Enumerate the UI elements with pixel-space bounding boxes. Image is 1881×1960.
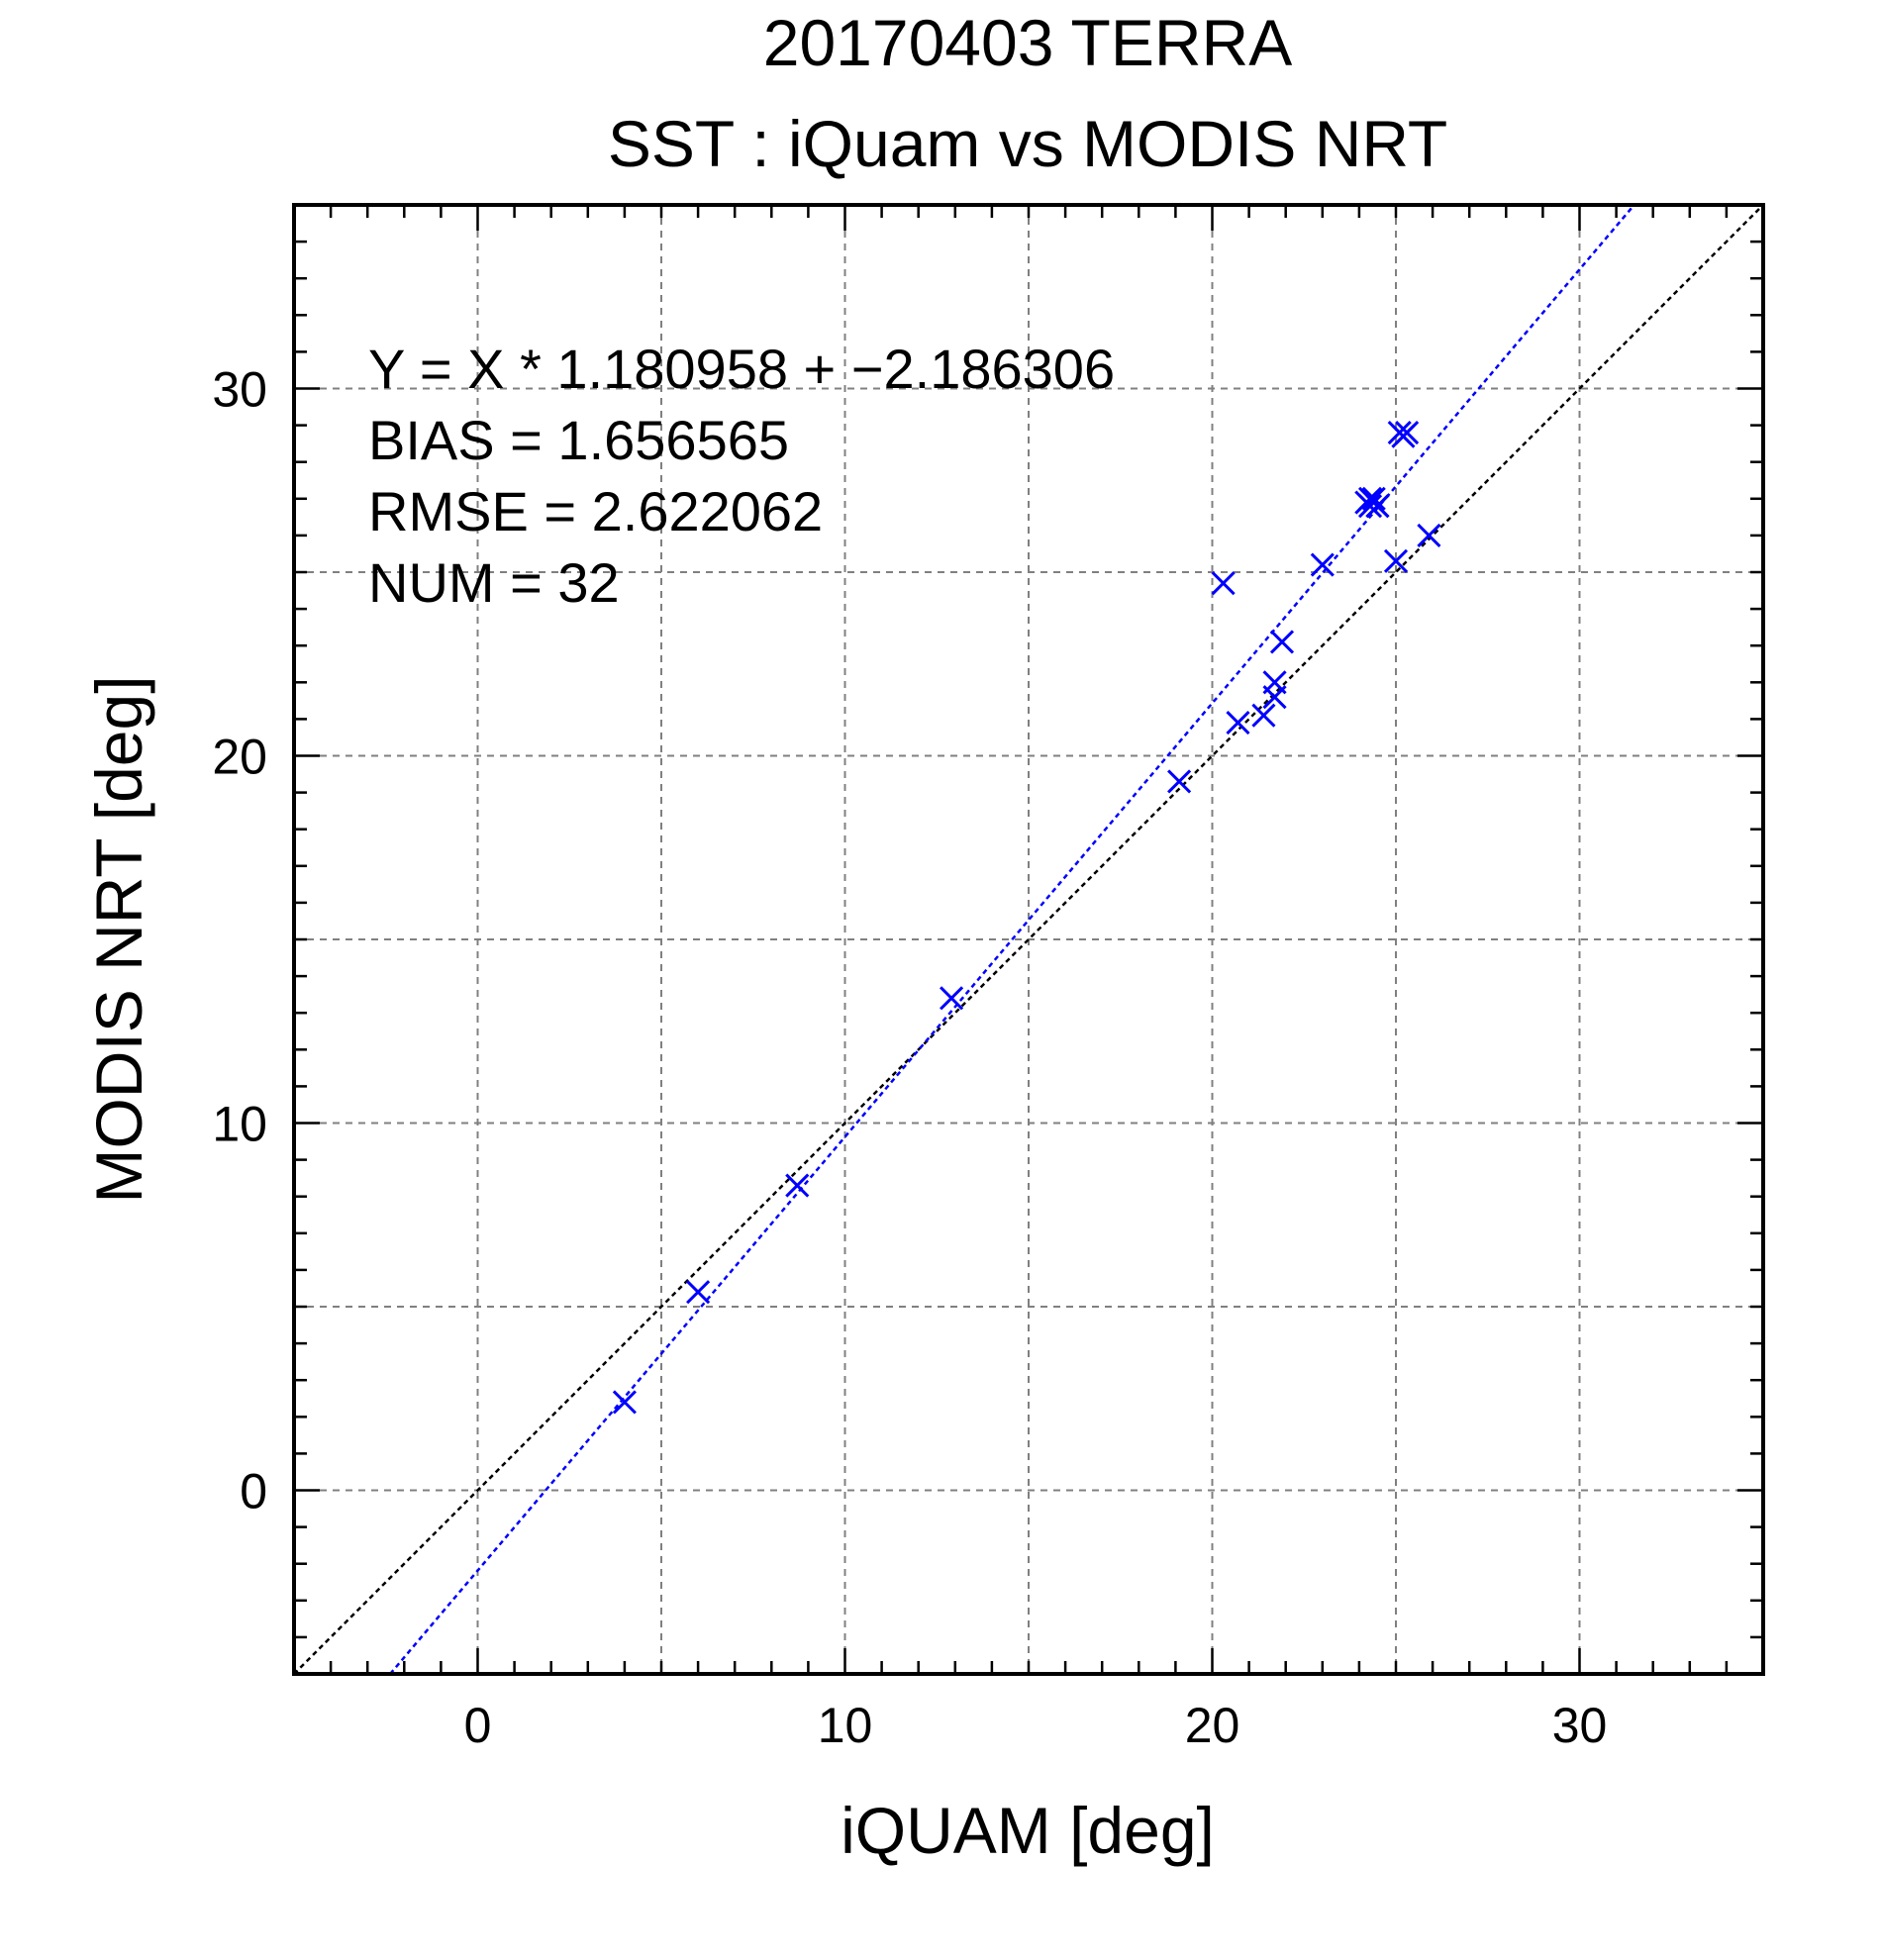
data-point bbox=[785, 1173, 810, 1198]
x-tick-label: 30 bbox=[1552, 1698, 1608, 1753]
annotation-line: RMSE = 2.622062 bbox=[368, 480, 823, 542]
axis-ticks bbox=[292, 203, 1765, 1676]
x-tick-label: 0 bbox=[464, 1698, 492, 1753]
chart-subtitle: SST : iQuam vs MODIS NRT bbox=[608, 107, 1447, 180]
tick-labels: 0 10 20 30 0 10 20 30 bbox=[212, 362, 1607, 1754]
x-tick-label: 20 bbox=[1185, 1698, 1240, 1753]
data-point bbox=[1211, 571, 1236, 596]
data-point bbox=[940, 986, 964, 1011]
annotation-line: NUM = 32 bbox=[368, 551, 620, 614]
data-point bbox=[1417, 523, 1441, 547]
annotation-line: BIAS = 1.656565 bbox=[368, 409, 789, 471]
data-point bbox=[1251, 703, 1276, 728]
y-tick-label: 10 bbox=[212, 1097, 267, 1152]
reference-line bbox=[293, 204, 1764, 1675]
chart-title: 20170403 TERRA bbox=[763, 6, 1292, 79]
data-point bbox=[1361, 486, 1386, 511]
data-point bbox=[686, 1280, 711, 1305]
y-tick-label: 30 bbox=[212, 362, 267, 418]
y-tick-label: 0 bbox=[240, 1464, 267, 1519]
one-to-one-line bbox=[293, 204, 1764, 1675]
grid-lines bbox=[294, 205, 1763, 1674]
data-point bbox=[1365, 494, 1390, 519]
data-point bbox=[1262, 670, 1287, 695]
x-tick-label: 10 bbox=[818, 1698, 873, 1753]
y-tick-label: 20 bbox=[212, 730, 267, 785]
data-point bbox=[1357, 494, 1383, 519]
x-axis-label: iQUAM [deg] bbox=[841, 1794, 1215, 1867]
regression-line bbox=[389, 204, 1635, 1675]
data-point bbox=[1395, 420, 1420, 445]
plot-frame bbox=[292, 203, 1765, 1676]
data-points bbox=[612, 420, 1441, 1415]
annotation-box: Y = X * 1.180958 + −2.186306 BIAS = 1.656… bbox=[368, 338, 1115, 614]
data-point bbox=[1269, 630, 1295, 654]
data-point bbox=[612, 1390, 637, 1415]
data-point bbox=[1310, 552, 1335, 577]
y-axis-label: MODIS NRT [deg] bbox=[82, 675, 155, 1203]
data-point bbox=[1383, 548, 1409, 573]
data-point bbox=[1167, 769, 1192, 794]
fit-line bbox=[389, 204, 1635, 1675]
data-point bbox=[1226, 711, 1250, 735]
annotation-line: Y = X * 1.180958 + −2.186306 bbox=[368, 338, 1115, 400]
